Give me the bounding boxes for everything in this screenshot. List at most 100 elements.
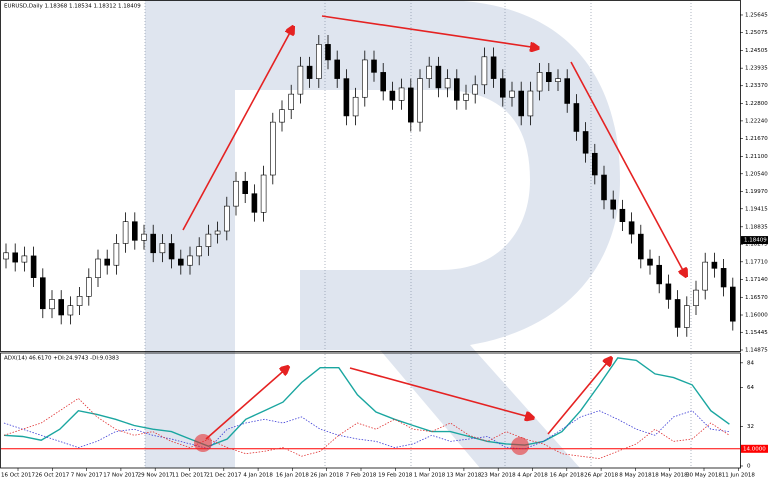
candle-body <box>683 305 690 328</box>
candle-body <box>159 243 166 254</box>
candle-body <box>555 78 561 83</box>
x-tick-label: 7 Feb 2018 <box>346 473 377 479</box>
trend-arrow <box>321 15 538 48</box>
candle-body <box>582 131 589 154</box>
indicator-line <box>3 357 730 448</box>
candle-body <box>610 199 617 210</box>
candle-body <box>371 59 377 73</box>
signal-circle <box>511 437 529 455</box>
candle-body <box>601 174 607 201</box>
x-tick-label: 23 Mar 2018 <box>481 473 516 479</box>
candle-body <box>527 90 534 117</box>
indicator-line <box>3 397 730 460</box>
x-tick-label: 17 Nov 2017 <box>103 473 139 479</box>
candle-body <box>536 72 543 92</box>
candle-body <box>168 243 175 260</box>
candle-body <box>104 258 110 266</box>
x-tick-label: 29 Nov 2017 <box>138 473 174 479</box>
candle-body <box>86 277 92 297</box>
y-tick-label: 64 <box>747 385 754 391</box>
candle-body <box>233 180 239 207</box>
candle-body <box>573 103 580 132</box>
candle-body <box>269 121 276 176</box>
candle-body <box>334 59 341 79</box>
candle-body <box>564 78 571 104</box>
candle-body <box>49 299 55 310</box>
trend-arrow <box>182 27 293 231</box>
y-tick-label: 0 <box>747 464 751 470</box>
x-tick-label: 26 Apr 2018 <box>584 473 619 479</box>
candle-body <box>95 258 101 278</box>
y-tick-label: 1.21670 <box>745 136 768 142</box>
y-tick-label: 1.15445 <box>745 330 768 336</box>
candle-body <box>39 277 46 310</box>
candle-body <box>545 72 552 83</box>
y-tick-label: 1.17140 <box>745 277 768 283</box>
candle-body <box>665 283 672 300</box>
candle-body <box>398 87 405 101</box>
x-tick-label: 18 May 2018 <box>652 473 688 479</box>
candle-body <box>30 255 37 278</box>
signal-circle <box>194 434 212 452</box>
indicator-frame <box>0 352 741 469</box>
x-tick-label: 16 Oct 2017 <box>1 473 36 479</box>
indicator-title: ADX(14) 46.6170 +DI:24.9743 -DI:9.0383 <box>4 356 120 362</box>
candle-body <box>76 296 83 306</box>
y-tick-label: 1.20540 <box>745 171 768 177</box>
y-tick-label: 1.19970 <box>745 189 768 195</box>
x-tick-label: 7 Nov 2017 <box>71 473 103 479</box>
candle-body <box>647 258 653 266</box>
candle-body <box>343 78 350 117</box>
y-tick-label: 1.16570 <box>745 295 768 301</box>
candle-body <box>352 96 359 117</box>
y-tick-label: 1.25075 <box>745 30 768 36</box>
candle-body <box>260 174 267 213</box>
candle-body <box>591 152 598 176</box>
candle-body <box>702 261 709 291</box>
trend-arrow <box>570 61 686 276</box>
x-tick-label: 11 Jun 2018 <box>722 473 756 479</box>
x-tick-label: 13 Mar 2018 <box>446 473 481 479</box>
candle-body <box>481 56 488 86</box>
candle-body <box>325 44 331 61</box>
candle-body <box>407 87 414 123</box>
candle-body <box>628 221 635 235</box>
x-tick-label: 26 Oct 2017 <box>35 473 70 479</box>
candle-body <box>279 109 285 123</box>
candle-body <box>693 289 699 306</box>
last-price-label: 1.18409 <box>744 238 767 244</box>
y-tick-label: 1.16000 <box>745 313 768 319</box>
candle-body <box>178 258 184 266</box>
adx-arrow <box>349 367 533 418</box>
x-tick-label: 4 Jan 2018 <box>243 473 273 479</box>
candle-body <box>141 233 147 241</box>
candle-body <box>711 261 718 269</box>
level-box <box>741 444 768 453</box>
y-tick-label: 1.14875 <box>745 348 768 354</box>
x-tick-label: 26 Jan 2018 <box>310 473 343 479</box>
candle-body <box>306 65 313 79</box>
candle-body <box>12 252 18 263</box>
watermark-bowl <box>235 0 620 468</box>
y-tick-label: 1.17710 <box>745 259 768 265</box>
candle-body <box>205 233 212 247</box>
adx-arrow <box>205 367 288 440</box>
candle-body <box>637 233 644 260</box>
candle-body <box>417 78 423 123</box>
candle-body <box>490 56 497 79</box>
candle-body <box>656 264 663 285</box>
candle-body <box>444 78 451 89</box>
indicator-line <box>3 410 730 450</box>
watermark-stem <box>145 0 235 468</box>
candle-body <box>113 243 120 266</box>
candle-body <box>619 208 626 222</box>
x-tick-label: 11 Dec 2017 <box>172 473 208 479</box>
candle-body <box>187 255 193 266</box>
candle-body <box>315 44 322 79</box>
y-tick-label: 1.24505 <box>745 48 768 54</box>
candle-body <box>499 78 506 98</box>
y-tick-label: 1.22240 <box>745 118 768 124</box>
candle-body <box>435 65 442 89</box>
chart-title: EURUSD,Daily 1.18368 1.18534 1.18312 1.1… <box>4 4 141 10</box>
